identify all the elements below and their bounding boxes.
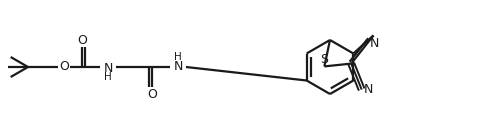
Text: O: O [77, 34, 87, 46]
Text: N: N [104, 62, 112, 75]
Text: O: O [59, 60, 69, 74]
Text: N: N [364, 83, 374, 96]
Text: N: N [174, 59, 182, 72]
Text: H: H [104, 72, 112, 82]
Text: O: O [147, 88, 157, 100]
Text: N: N [370, 37, 379, 50]
Text: H: H [174, 52, 182, 62]
Text: S: S [320, 53, 328, 66]
